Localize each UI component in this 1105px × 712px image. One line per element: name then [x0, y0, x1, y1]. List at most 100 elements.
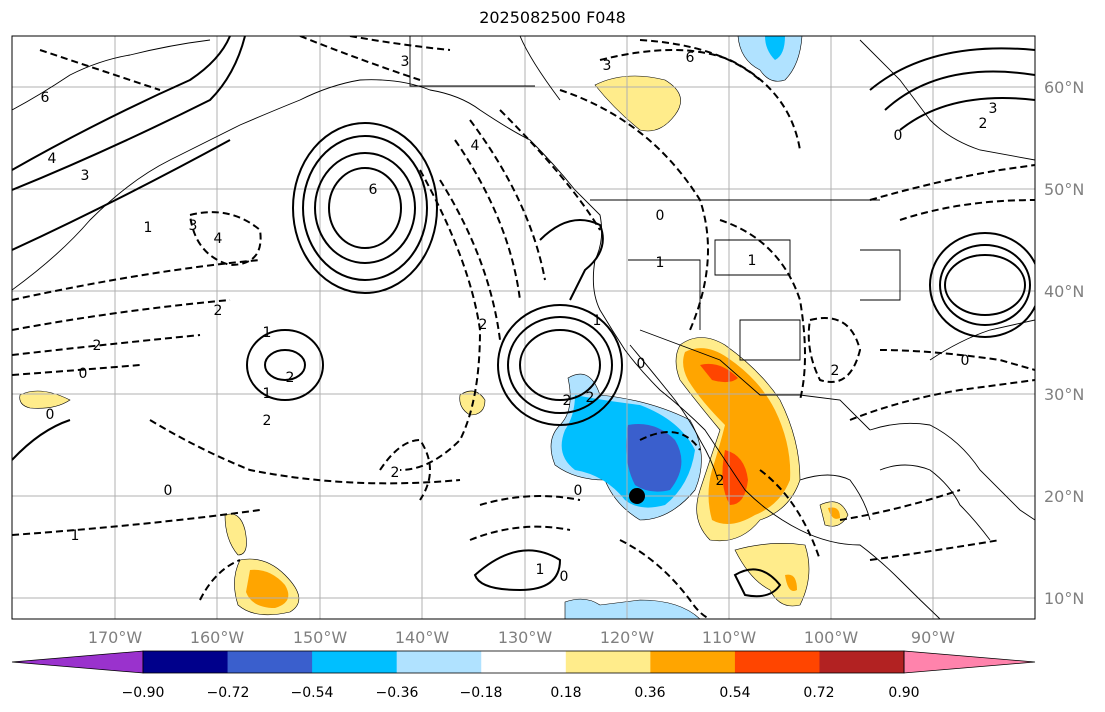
shaded-anomalies: [19, 36, 849, 619]
colorbar-extend-high: [903, 650, 1036, 674]
latitude-labels: 60°N 50°N 40°N 30°N 20°N 10°N: [1044, 78, 1084, 608]
lon-label: 140°W: [395, 628, 450, 647]
colorbar-tick-label: −0.90: [122, 685, 165, 701]
lon-label: 130°W: [498, 628, 553, 647]
coastlines: [12, 36, 1035, 619]
lon-label: 100°W: [804, 628, 859, 647]
contour-label: 0: [637, 356, 646, 372]
contour-label: 2: [391, 465, 400, 481]
lat-label: 60°N: [1044, 78, 1084, 97]
contour-label: 0: [79, 366, 88, 382]
colorbar-swatch: [481, 651, 567, 673]
lon-label: 160°W: [190, 628, 245, 647]
contour-label: 1: [536, 562, 545, 578]
map-title: 2025082500 F048: [479, 8, 626, 27]
positive-anomaly-left: [19, 390, 71, 409]
contour-label: 0: [46, 407, 55, 423]
contour-label: 2: [286, 370, 295, 386]
contour-label: 3: [989, 101, 998, 117]
contour-label: 2: [831, 363, 840, 379]
contour-label: 1: [263, 325, 272, 341]
contour-label: 1: [593, 313, 602, 329]
contour-label: 1: [71, 528, 80, 544]
contour-label-group: 3 6 3 4 1 3 4 6 4 2 1 2 0 2 1 2 0 2 2 0 …: [41, 50, 998, 585]
contour-label: 2: [716, 473, 725, 489]
colorbar-swatch: [396, 651, 482, 673]
negative-anomaly-north-core: [765, 36, 785, 60]
contour-label: 0: [574, 483, 583, 499]
positive-anomaly-mid: [683, 348, 791, 524]
contour-label: 3: [189, 218, 198, 234]
colorbar-swatch: [650, 651, 736, 673]
colorbar: [11, 650, 1036, 674]
lat-label: 30°N: [1044, 385, 1084, 404]
contour-label: 2: [93, 338, 102, 354]
colorbar-swatch: [565, 651, 651, 673]
contour-label: 0: [961, 353, 970, 369]
colorbar-tick-label: 0.90: [888, 685, 919, 701]
colorbar-frame: [142, 650, 905, 674]
contour-label: 2: [563, 393, 572, 409]
gridlines: [12, 36, 1035, 619]
colorbar-tick-label: −0.36: [376, 685, 419, 701]
lat-label: 40°N: [1044, 282, 1084, 301]
lon-label: 120°W: [600, 628, 655, 647]
contour-label: 1: [144, 220, 153, 236]
contour-label: 2: [479, 317, 488, 333]
negative-anomaly-south: [564, 598, 701, 619]
contour-label: 3: [401, 54, 410, 70]
contour-label: 2: [979, 116, 988, 132]
colorbar-swatch: [143, 651, 229, 673]
contour-label: 6: [41, 90, 50, 106]
negative-anomaly-north: [737, 36, 803, 82]
contour-label: 1: [263, 386, 272, 402]
contour-label: 3: [81, 168, 90, 184]
contour-label: 4: [471, 138, 480, 154]
colorbar-tick-label: 0.54: [719, 685, 750, 701]
contour-label: 2: [586, 390, 595, 406]
contour-label: 0: [560, 569, 569, 585]
colorbar-extend-low: [11, 650, 144, 674]
positive-anomaly-s-mex: [734, 543, 810, 607]
colorbar-tick-label: 0.18: [550, 685, 581, 701]
location-marker: [629, 488, 645, 504]
lat-label: 20°N: [1044, 487, 1084, 506]
colorbar-tick-label: 0.72: [803, 685, 834, 701]
contour-label: 0: [894, 128, 903, 144]
colorbar-tick-label: −0.72: [207, 685, 250, 701]
contour-label: 2: [263, 413, 272, 429]
colorbar-swatch: [312, 651, 398, 673]
colorbar-swatch: [734, 651, 820, 673]
longitude-labels: 170°W 160°W 150°W 140°W 130°W 120°W 110°…: [88, 628, 955, 647]
lon-label: 110°W: [702, 628, 757, 647]
lon-label: 150°W: [293, 628, 348, 647]
positive-anomaly-s-mex-core: [785, 574, 797, 591]
contour-label: 4: [48, 151, 57, 167]
contour-label: 2: [214, 303, 223, 319]
contour-label: 1: [656, 255, 665, 271]
contour-label: 6: [686, 50, 695, 66]
colorbar-swatch: [227, 651, 313, 673]
colorbar-tick-labels: −0.90 −0.72 −0.54 −0.36 −0.18 0.18 0.36 …: [122, 685, 920, 701]
lat-label: 50°N: [1044, 180, 1084, 199]
contour-label: 6: [369, 182, 378, 198]
solid-contours: [12, 36, 1035, 598]
lon-label: 90°W: [911, 628, 955, 647]
map-frame: [11, 35, 1036, 620]
contour-label: 4: [214, 231, 223, 247]
negative-anomaly-core: [626, 424, 682, 492]
colorbar-tick-label: −0.54: [291, 685, 334, 701]
contour-label: 1: [748, 253, 757, 269]
lat-label: 10°N: [1044, 589, 1084, 608]
contour-label: 3: [603, 58, 612, 74]
positive-anomaly-north: [594, 75, 681, 132]
colorbar-tick-label: 0.36: [634, 685, 665, 701]
contour-label: 0: [656, 208, 665, 224]
lon-label: 170°W: [88, 628, 143, 647]
positive-anomaly-w: [224, 513, 247, 556]
colorbar-tick-label: −0.18: [460, 685, 503, 701]
contour-label: 0: [164, 483, 173, 499]
dashed-contours: [12, 36, 1035, 619]
colorbar-swatch: [819, 651, 905, 673]
